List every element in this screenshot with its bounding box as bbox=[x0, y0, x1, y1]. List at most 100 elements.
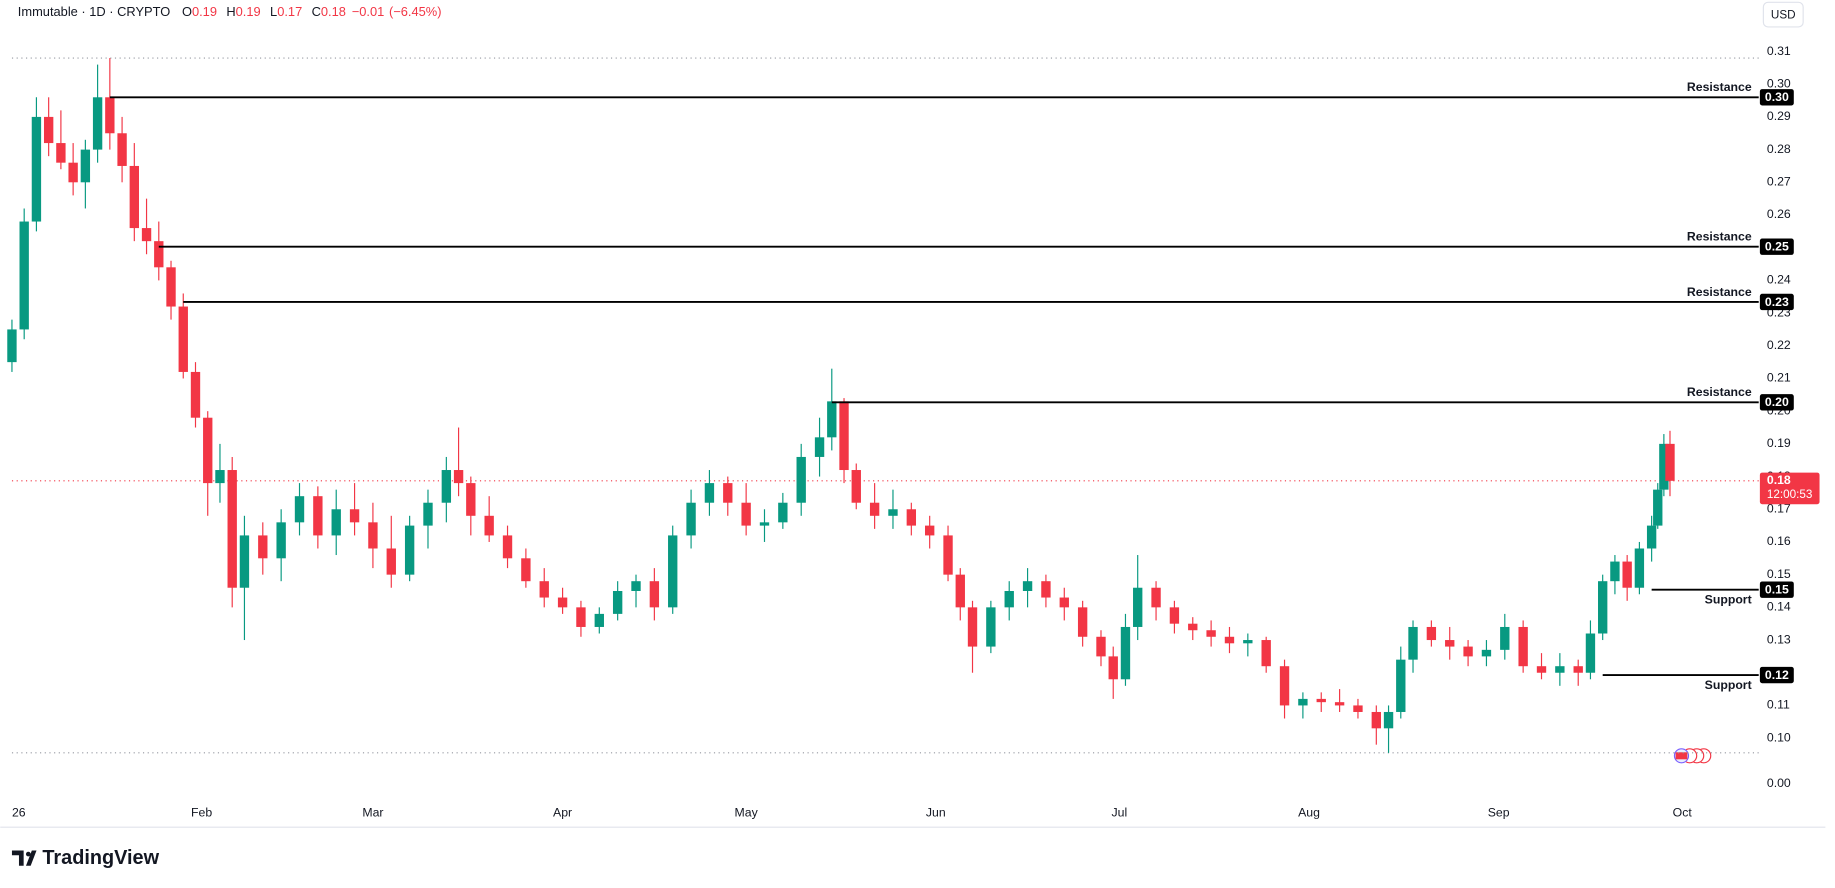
candle-body bbox=[704, 483, 715, 503]
x-tick-label: May bbox=[735, 805, 759, 819]
candle-body bbox=[741, 502, 751, 526]
candle-body bbox=[967, 607, 978, 647]
candle-body bbox=[925, 525, 935, 536]
o-value: 0.19 bbox=[192, 4, 217, 19]
candle-body bbox=[1188, 623, 1198, 631]
level-label: 0.30 bbox=[1765, 90, 1789, 104]
candle-body bbox=[129, 165, 139, 229]
l-value: 0.17 bbox=[277, 4, 302, 19]
brand: TradingView bbox=[42, 847, 159, 869]
y-tick-label: 0.21 bbox=[1767, 371, 1791, 385]
y-tick-label: 0.19 bbox=[1767, 436, 1791, 450]
y-tick-label: 0.24 bbox=[1767, 273, 1791, 287]
candle-body bbox=[906, 509, 917, 526]
y-tick-label: 0.29 bbox=[1767, 109, 1791, 123]
candle-body bbox=[1622, 561, 1632, 588]
candle-body bbox=[1383, 711, 1394, 729]
candle-body bbox=[1634, 548, 1645, 588]
candle-body bbox=[1665, 443, 1675, 481]
level-label: 0.12 bbox=[1765, 668, 1789, 682]
candle-body bbox=[1151, 587, 1161, 608]
price-countdown: 12:00:53 bbox=[1767, 488, 1813, 501]
candle-body bbox=[631, 581, 641, 591]
candle-body bbox=[1536, 666, 1547, 673]
candle-body bbox=[778, 502, 788, 523]
candle-body bbox=[141, 228, 152, 242]
l-label: L bbox=[270, 4, 277, 19]
candle-body bbox=[1206, 630, 1216, 637]
candle-body bbox=[521, 558, 531, 582]
candle-body bbox=[441, 470, 452, 503]
candle-body bbox=[423, 502, 433, 526]
candle-body bbox=[668, 535, 678, 608]
candle-body bbox=[1518, 626, 1528, 667]
candle-body bbox=[31, 116, 42, 222]
change: −0.01 bbox=[352, 4, 385, 19]
candle-body bbox=[1022, 581, 1033, 591]
c-value: 0.18 bbox=[321, 4, 346, 19]
level-badge bbox=[1759, 238, 1794, 255]
candle-body bbox=[294, 496, 305, 523]
y-tick-label: 0.22 bbox=[1767, 338, 1791, 352]
candle-body bbox=[166, 267, 176, 307]
candle-body bbox=[539, 581, 549, 598]
y-floor-label: 0.00 bbox=[1767, 776, 1791, 790]
candle-body bbox=[888, 509, 898, 516]
candle-body bbox=[386, 548, 396, 575]
y-tick-label: 0.10 bbox=[1767, 730, 1791, 744]
candle-body bbox=[190, 371, 201, 418]
y-tick-label: 0.13 bbox=[1767, 632, 1791, 646]
price-label: 0.18 bbox=[1767, 473, 1791, 487]
currency[interactable]: USD bbox=[1771, 8, 1796, 21]
candle-body bbox=[1169, 607, 1180, 624]
header: Immutable · 1D · CRYPTO O0.19 H0.19 L0.17 C0… bbox=[18, 4, 442, 19]
y-tick-label: 0.30 bbox=[1767, 76, 1791, 90]
candle-body bbox=[1041, 581, 1051, 598]
candle-body bbox=[649, 581, 660, 608]
candle-body bbox=[258, 535, 268, 559]
candle-body bbox=[502, 535, 513, 559]
candle-body bbox=[331, 509, 341, 536]
candle-body bbox=[1334, 702, 1345, 706]
candle-body bbox=[1555, 666, 1565, 673]
candle-body bbox=[56, 143, 66, 163]
candle-body bbox=[1445, 640, 1455, 647]
candle-body bbox=[594, 613, 604, 627]
candle-body bbox=[1659, 443, 1669, 490]
x-tick-label: Feb bbox=[191, 805, 212, 819]
y-tick-label: 0.17 bbox=[1767, 502, 1791, 516]
currency-button[interactable] bbox=[1762, 1, 1804, 28]
candle-body bbox=[368, 522, 378, 549]
candle-body bbox=[1463, 646, 1473, 657]
candle-body bbox=[43, 116, 54, 144]
x-tick-label: Mar bbox=[362, 805, 383, 819]
y-tick-label: 0.27 bbox=[1767, 175, 1791, 189]
c-label: C bbox=[312, 4, 321, 19]
candle-body bbox=[814, 437, 825, 457]
y-tick-label: 0.31 bbox=[1767, 44, 1791, 58]
candle-body bbox=[154, 241, 164, 268]
level-label: 0.25 bbox=[1765, 240, 1789, 254]
candle-body bbox=[453, 470, 464, 484]
candle-body bbox=[1371, 711, 1381, 729]
candle-body bbox=[178, 306, 188, 372]
candle-body bbox=[92, 97, 103, 150]
level-name: Resistance bbox=[1687, 385, 1752, 399]
candle-body bbox=[1120, 626, 1131, 680]
y-tick-label: 0.11 bbox=[1767, 698, 1790, 712]
level-name: Resistance bbox=[1687, 80, 1752, 94]
candle-body bbox=[839, 401, 849, 471]
y-tick-label: 0.26 bbox=[1767, 207, 1791, 221]
candle-body bbox=[943, 535, 953, 575]
x-tick-label: Oct bbox=[1673, 805, 1693, 819]
candle-body bbox=[759, 522, 770, 526]
level-badge bbox=[1759, 293, 1794, 311]
candle-body bbox=[203, 417, 213, 484]
y-tick-label: 0.14 bbox=[1767, 600, 1791, 614]
candle-body bbox=[1108, 656, 1118, 680]
candle-body bbox=[1598, 581, 1608, 634]
x-tick-label: Sep bbox=[1488, 805, 1510, 819]
y-tick-label: 0.16 bbox=[1767, 534, 1791, 548]
